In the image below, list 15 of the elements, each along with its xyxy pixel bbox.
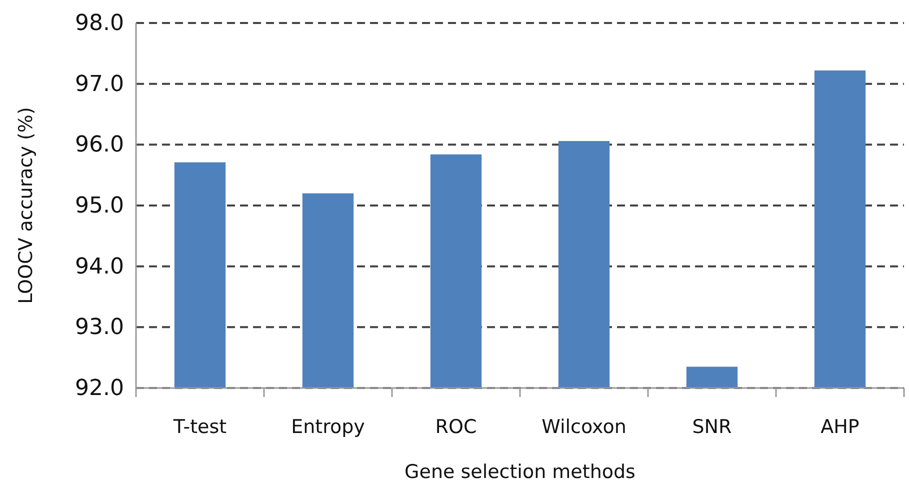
y-axis-title: LOOCV accuracy (%) — [15, 107, 37, 304]
x-tick-label: SNR — [692, 416, 732, 438]
y-tick-label: 98.0 — [75, 11, 124, 36]
x-tick-label: T-test — [172, 416, 227, 438]
y-tick-label: 92.0 — [75, 376, 124, 402]
y-tick-label: 95.0 — [75, 194, 124, 219]
x-tick-label: ROC — [435, 416, 477, 438]
y-tick-label: 94.0 — [75, 254, 124, 280]
x-tick-label: AHP — [820, 416, 860, 438]
x-tick-label: Wilcoxon — [542, 416, 626, 438]
x-tick-label: Entropy — [291, 416, 365, 438]
x-axis-title: Gene selection methods — [404, 461, 636, 483]
y-tick-label: 96.0 — [75, 132, 124, 158]
y-tick-label: 97.0 — [75, 72, 124, 97]
y-tick-label: 93.0 — [75, 315, 124, 340]
